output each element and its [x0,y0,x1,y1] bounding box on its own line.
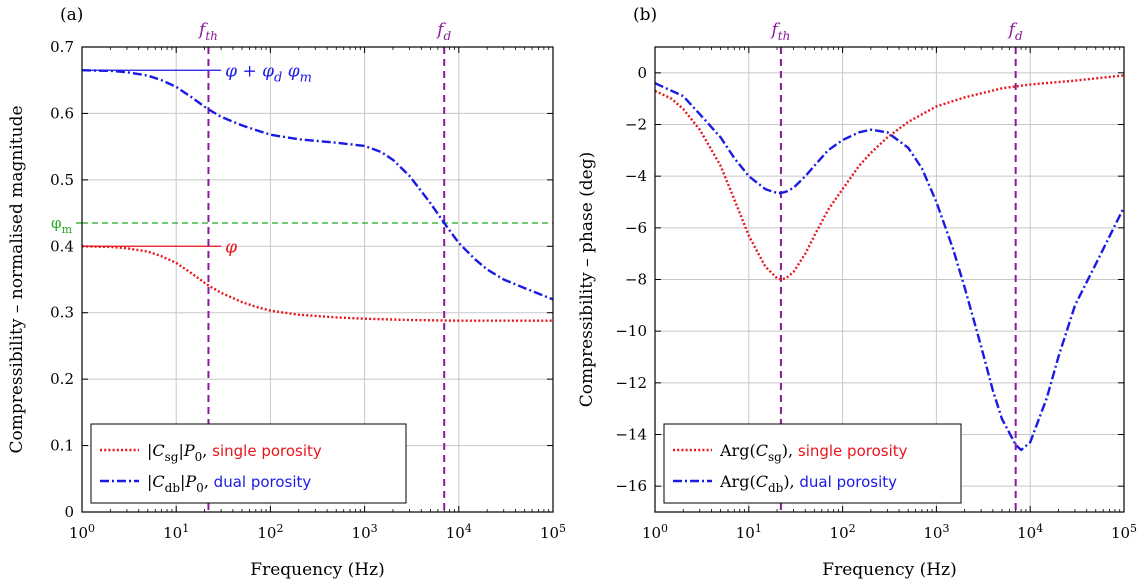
y-tick-label: 0.5 [50,171,74,189]
legend-entry-single: Arg(Csg), single porosity [719,441,908,464]
vline-label-f-d: fd [1007,20,1023,43]
y-tick-label: −4 [625,167,647,185]
panel-b: 100 101 102 103 104 105 0 −2 −4 −6 −8 −10 −12 −14 −16 f… [577,5,1137,580]
x-tick-label: 100 [69,522,95,542]
x-tick-label: 102 [830,522,856,542]
y-tick-label: 0 [637,64,647,82]
y-axis-label: Compressibility – normalised magnitude [7,105,27,453]
plot-frame [81,46,554,513]
y-tick-label: 0.2 [50,370,74,388]
plot-frame [654,46,1125,513]
x-tick-label: 102 [257,522,283,542]
series-dual-line [81,69,554,301]
y-tick-label: −8 [625,271,647,289]
y-tick-label: 0.6 [50,104,74,122]
panel-label: (b) [633,5,657,25]
series-dual-line [654,82,1126,452]
y-tick-label: 0 [64,503,74,521]
panel-a: 100 101 102 103 104 105 0 0.1 0.2 0.3 0.4 0.5 0.6 0.7… [7,5,566,580]
y-tick-label: 0.7 [50,38,74,56]
x-axis-label: Frequency (Hz) [250,560,384,580]
y-tick-label: 0.1 [50,437,74,455]
y-tick-label: 0.4 [50,237,74,255]
legend-entry-dual: Arg(Cdb), dual porosity [719,472,897,495]
vline-label-f-d: fd [435,20,451,43]
asymptote-label-single: φ [225,237,237,257]
x-tick-label: 100 [642,522,668,542]
x-tick-label: 103 [352,522,378,542]
asymptote-label-dual: φ + φd φm [225,61,312,85]
series-single-line [654,74,1125,281]
x-tick-label: 105 [1111,522,1137,542]
y-tick-label: −16 [615,477,647,495]
x-tick-label: 103 [923,522,949,542]
x-tick-label: 105 [540,522,566,542]
y-tick-label: −14 [615,426,647,444]
x-tick-label: 101 [163,522,189,542]
legend-entry-single: |Csg|P0, single porosity [147,441,322,464]
y-axis-label: Compressibility – phase (deg) [577,152,597,408]
series-single-line [81,245,553,322]
y-tick-label: −6 [625,219,647,237]
x-axis-label: Frequency (Hz) [822,560,956,580]
y-tick-label: 0.3 [50,304,74,322]
y-tick-label: −12 [615,374,647,392]
vline-label-f-th: fth [197,20,218,43]
legend-box [663,423,962,504]
x-tick-label: 101 [736,522,762,542]
legend-box [90,423,407,504]
vline-label-f-th: fth [769,20,790,43]
phi-m-label: φm [51,214,73,236]
panel-label: (a) [60,5,83,25]
x-tick-label: 104 [446,522,472,542]
y-tick-label: −10 [615,322,647,340]
legend-entry-dual: |Cdb|P0, dual porosity [147,472,311,495]
x-tick-label: 104 [1017,522,1043,542]
y-tick-label: −2 [625,116,647,134]
